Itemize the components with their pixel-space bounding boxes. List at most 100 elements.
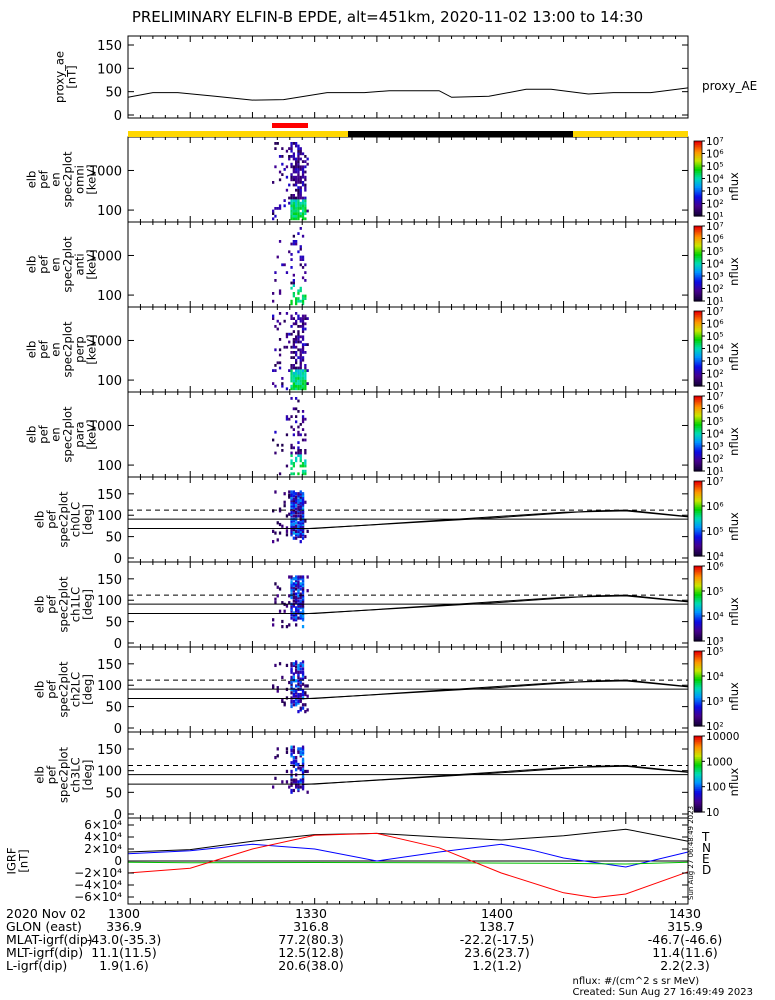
spectrogram-pixel [301, 348, 305, 352]
spectrogram-pixel [304, 188, 307, 192]
spectrogram-pixel [288, 147, 291, 150]
colorbar-cell [694, 697, 702, 701]
footer-label: L-igrf(dip) [6, 958, 68, 973]
ch2-ylabel: [deg] [81, 674, 95, 705]
spectrogram-pixel [301, 181, 305, 184]
colorbar-cell [694, 254, 702, 257]
colorbar-cell [694, 575, 702, 578]
spectrogram-pixel [285, 175, 289, 179]
colorbar-tick-label: 10² [706, 454, 724, 466]
spectrogram-pixel [295, 201, 298, 205]
y-tick-label: 0 [114, 808, 122, 823]
spectrogram-pixel [297, 165, 300, 169]
spectrogram-pixel [297, 371, 300, 375]
spectrogram-pixel [297, 749, 300, 753]
colorbar-cell [694, 486, 702, 490]
spectrogram-pixel [292, 536, 295, 540]
proxy-ae-ylabel: proxy_ae [53, 51, 67, 103]
spectrogram-pixel [285, 604, 289, 608]
spectrogram-pixel [295, 497, 298, 501]
spectrogram-pixel [292, 514, 295, 518]
colorbar-cell [694, 361, 702, 365]
spectrogram-pixel [295, 204, 298, 208]
colorbar-tick-label: 10⁶ [706, 234, 724, 246]
igrf-line-d [127, 832, 689, 899]
y-tick-label: 0 [114, 722, 122, 737]
colorbar-cell [694, 382, 702, 385]
spectrogram-pixel [299, 325, 302, 328]
footer-time: 1400 [481, 906, 513, 921]
spectrogram-pixel [297, 534, 300, 539]
colorbar-cell [694, 494, 702, 497]
spectrogram-pixel [292, 780, 295, 784]
spectrogram-pixel [295, 500, 298, 504]
colorbar-cell [694, 688, 702, 691]
spectrogram-pixel [304, 464, 307, 468]
spectrogram-pixel [281, 162, 284, 166]
spectrogram-pixel [297, 399, 300, 403]
spectrogram-pixel [301, 234, 305, 238]
spectrogram-pixel [297, 616, 300, 620]
spectrogram-pixel [290, 201, 293, 205]
spectrogram-pixel [304, 201, 307, 205]
spectrogram-pixel [274, 214, 277, 218]
spectrogram-pixel [299, 384, 302, 388]
footer-value: 138.7 [479, 919, 515, 934]
colorbar-cell [694, 601, 702, 605]
spectrogram-pixel [301, 255, 305, 259]
spectrogram-pixel [290, 682, 293, 686]
colorbar-cell [694, 637, 702, 640]
spectrogram-pixel [290, 604, 293, 608]
spectrogram-pixel [301, 498, 305, 503]
colorbar-cell [694, 737, 702, 741]
colorbar-cell [694, 184, 702, 187]
spectrogram-pixel [301, 462, 305, 465]
spectrogram-cells [272, 745, 309, 794]
spectrogram-pixel [299, 754, 302, 758]
spectrogram-pixel [292, 330, 295, 333]
ch0-ylabel: spec2plot [57, 491, 71, 548]
spectrogram-pixel [299, 371, 302, 375]
colorbar-tick-label: 10⁵ [706, 416, 724, 428]
colorbar-cell [694, 314, 702, 318]
colorbar-cell [694, 442, 702, 446]
colorbar-cell [694, 187, 702, 191]
spectrogram-pixel [278, 609, 282, 613]
spectrogram-pixel [292, 522, 295, 527]
spectrogram-pixel [278, 348, 282, 352]
colorbar-cell [694, 694, 702, 697]
colorbar-cell [694, 286, 702, 289]
spectrogram-pixel [304, 469, 307, 473]
spectrogram-cells [272, 227, 307, 306]
spectrogram-pixel [295, 299, 298, 303]
spectrogram-pixel [299, 387, 302, 391]
spectrogram-pixel [304, 438, 307, 442]
y-tick-label: 0 [114, 854, 122, 868]
spectrogram-pixel [301, 358, 305, 362]
spectrogram-pixel [297, 785, 300, 789]
spectrogram-pixel [290, 606, 293, 610]
spectrogram-pixel [292, 317, 295, 320]
spectrogram-pixel [301, 672, 305, 676]
spectrogram-pixel [278, 322, 282, 326]
spectrogram-pixel [297, 679, 300, 683]
colorbar-cell [694, 344, 702, 348]
en_omni-frame [127, 136, 689, 223]
spectrogram-pixel [301, 322, 305, 326]
spectrogram-pixel [274, 601, 277, 605]
spectrogram-pixel [290, 583, 293, 588]
spectrogram-pixel [295, 498, 298, 503]
spectrogram-pixel [299, 168, 302, 171]
spectrogram-pixel [292, 531, 295, 535]
spectrogram-pixel [295, 768, 298, 772]
en_anti-ylabel: en [49, 257, 63, 271]
spectrogram-pixel [297, 575, 300, 579]
spectrogram-pixel [304, 377, 307, 380]
colorbar-label: nflux [727, 512, 741, 541]
spectrogram-pixel [295, 144, 298, 148]
spectrogram-pixel [278, 531, 282, 535]
spectrogram-pixel [297, 338, 300, 341]
spectrogram-pixel [297, 533, 300, 537]
spectrogram-pixel [297, 425, 300, 429]
spectrogram-pixel [285, 514, 289, 518]
